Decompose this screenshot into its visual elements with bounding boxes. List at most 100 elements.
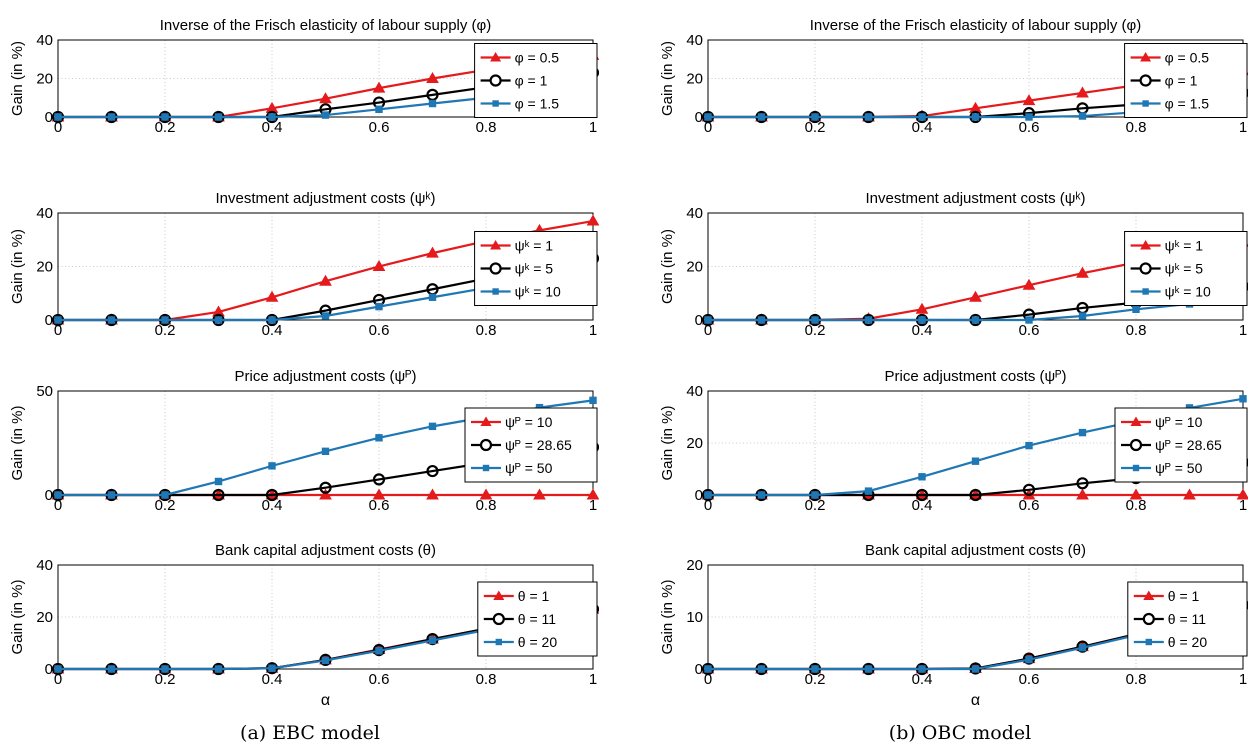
y-tick-label: 0 xyxy=(45,312,53,329)
data-point-square xyxy=(54,491,62,499)
data-point-square xyxy=(54,316,62,324)
legend-label: φ = 1.5 xyxy=(515,96,560,112)
data-point-circle xyxy=(372,473,386,486)
legend-marker-circle xyxy=(489,262,502,275)
data-point-square xyxy=(971,316,980,324)
legend-label: φ = 1 xyxy=(515,73,548,89)
x-tick-label: 0.4 xyxy=(912,671,933,688)
data-point-circle xyxy=(212,488,225,502)
y-tick-label: 20 xyxy=(686,435,703,452)
x-tick-label: 1 xyxy=(1239,322,1247,339)
data-point-square xyxy=(214,316,223,324)
x-tick-label: 0.4 xyxy=(262,119,283,136)
x-tick-label: 0 xyxy=(704,119,712,136)
data-point-square xyxy=(1025,441,1033,450)
y-tick-label: 20 xyxy=(686,259,703,276)
x-tick-label: 0.4 xyxy=(262,671,283,688)
legend-label: ψᴾ = 50 xyxy=(1155,460,1203,476)
legend-label: θ = 20 xyxy=(518,634,558,650)
legend-marker-triangle xyxy=(493,590,505,600)
legend: ψᵏ = 1 ψᵏ = 5 ψᵏ = 10 xyxy=(1124,231,1248,306)
data-point-circle xyxy=(1022,483,1036,496)
data-point-square xyxy=(589,396,597,405)
data-point-triangle xyxy=(426,488,439,500)
caption-obc-model: (b) OBC model xyxy=(888,722,1032,744)
data-point-triangle xyxy=(533,488,546,500)
y-tick-label: 20 xyxy=(36,609,53,626)
x-tick-label: 0.2 xyxy=(155,497,176,514)
legend-label: ψᴾ = 50 xyxy=(505,460,553,476)
legend-marker-circle xyxy=(1139,262,1152,275)
data-point-circle xyxy=(1076,477,1089,490)
data-point-triangle xyxy=(1022,94,1036,106)
legend-marker-square xyxy=(1142,288,1149,295)
x-tick-label: 0 xyxy=(54,497,62,514)
legend-label: ψᵏ = 5 xyxy=(515,261,554,277)
legend-marker-circle xyxy=(1142,612,1155,626)
data-point-square xyxy=(757,491,766,499)
data-point-square xyxy=(428,636,437,645)
data-point-square xyxy=(704,491,712,499)
y-tick-label: 0 xyxy=(695,312,703,329)
data-point-square xyxy=(214,113,223,121)
x-tick-label: 0.2 xyxy=(155,671,176,688)
data-point-triangle xyxy=(1076,266,1089,278)
data-point-triangle xyxy=(319,274,332,286)
x-tick-label: 0.4 xyxy=(912,119,933,136)
data-point-square xyxy=(214,477,223,486)
x-tick-label: 0.2 xyxy=(155,119,176,136)
data-point-square xyxy=(54,113,62,121)
data-point-triangle xyxy=(1076,86,1089,98)
x-tick-label: 0.8 xyxy=(476,119,497,136)
y-tick-label: 40 xyxy=(686,205,703,222)
legend-label: ψᴾ = 28.65 xyxy=(1155,437,1222,453)
x-tick-label: 0 xyxy=(704,322,712,339)
legend: φ = 0.5 φ = 1 φ = 1.5 xyxy=(474,43,598,118)
legend-marker-circle xyxy=(489,74,502,87)
data-point-square xyxy=(864,665,873,673)
y-tick-label: 0 xyxy=(45,661,53,678)
data-point-square xyxy=(268,316,276,324)
x-tick-label: 0.2 xyxy=(155,322,176,339)
data-point-square xyxy=(971,113,980,121)
legend-label: θ = 20 xyxy=(1168,634,1208,650)
data-point-square xyxy=(811,665,819,673)
legend-label: ψᵏ = 1 xyxy=(515,238,554,254)
panel-obc-price: 0 0.2 0.4 0.6 0.8 1 0 20 40 Price adjustment cost… xyxy=(659,368,1248,514)
y-tick-label: 40 xyxy=(36,32,53,49)
data-point-square xyxy=(918,473,926,481)
data-point-triangle xyxy=(1129,488,1143,500)
panel-obc-invest: 0 0.2 0.4 0.6 0.8 1 0 20 40 Investment adjustment… xyxy=(659,190,1248,339)
x-tick-label: 1 xyxy=(1239,671,1247,688)
legend-label: φ = 1.5 xyxy=(1165,96,1210,112)
x-tick-label: 0.4 xyxy=(912,322,933,339)
legend-marker-triangle xyxy=(1140,52,1152,62)
data-point-square xyxy=(375,647,383,655)
x-tick-label: 1 xyxy=(589,322,597,339)
data-point-triangle xyxy=(319,92,332,104)
legend-label: ψᴾ = 10 xyxy=(505,414,553,430)
legend: θ = 1 θ = 11 θ = 20 xyxy=(1127,581,1248,657)
legend-label: ψᵏ = 1 xyxy=(1165,238,1204,254)
panel-title: Investment adjustment costs (ψᵏ) xyxy=(215,190,435,207)
legend-marker-square xyxy=(492,100,499,107)
x-tick-label: 0 xyxy=(54,119,62,136)
data-point-circle xyxy=(915,488,929,502)
panel-title: Price adjustment costs (ψᴾ) xyxy=(234,368,416,385)
data-point-square xyxy=(1078,312,1087,320)
panel-obc-frisch: 0 0.2 0.4 0.6 0.8 1 0 20 40 Inverse of the Frisch… xyxy=(659,17,1248,136)
data-point-triangle xyxy=(1183,488,1196,500)
data-point-square xyxy=(1025,655,1033,664)
y-tick-label: 40 xyxy=(686,32,703,49)
x-tick-label: 1 xyxy=(589,671,597,688)
data-point-square xyxy=(1078,428,1087,437)
data-point-square xyxy=(1025,316,1033,324)
data-point-square xyxy=(918,665,926,673)
x-tick-label: 0.8 xyxy=(1126,497,1147,514)
y-tick-label: 40 xyxy=(36,205,53,222)
data-point-triangle xyxy=(426,72,439,83)
y-tick-label: 10 xyxy=(686,609,703,626)
panel-title: Inverse of the Frisch elasticity of labo… xyxy=(810,17,1142,34)
legend-label: ψᵏ = 5 xyxy=(1165,261,1204,277)
data-point-square xyxy=(757,113,766,121)
